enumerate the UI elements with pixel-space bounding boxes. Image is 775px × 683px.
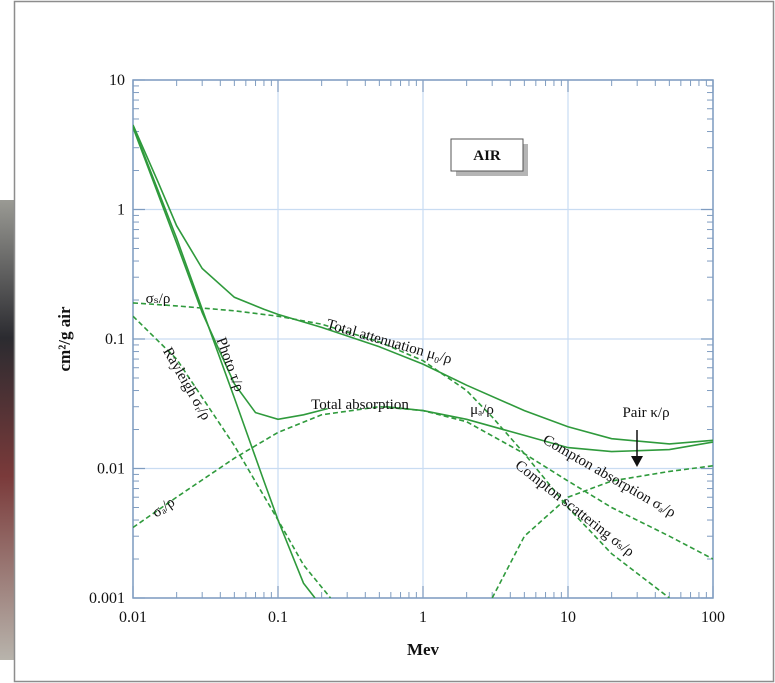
curve	[133, 405, 713, 560]
y-axis-title: cm²/g air	[55, 306, 74, 371]
curve	[133, 315, 332, 598]
y-tick-label: 0.01	[97, 461, 125, 478]
x-tick-label: 0.01	[119, 609, 147, 626]
x-axis-title: Mev	[407, 640, 440, 659]
plot-area: 0.01 0.1 1 10 100 0.001 0.01 0.1 1 10	[89, 72, 725, 626]
curve	[491, 465, 713, 598]
figure-frame	[13, 0, 775, 683]
curve	[133, 125, 316, 598]
curve-label: μₐ/ρ	[470, 402, 494, 418]
air-box: AIR	[450, 138, 528, 176]
curve	[133, 124, 713, 445]
y-tick-label: 0.1	[105, 331, 125, 348]
y-tick-label: 10	[109, 72, 125, 89]
y-tick-label: 0.001	[89, 590, 125, 607]
pair-arrowhead	[631, 456, 643, 467]
air-box-frame	[450, 138, 524, 172]
x-tick-label: 1	[419, 609, 427, 626]
plot-frame	[132, 79, 714, 599]
x-tick-label: 10	[560, 609, 576, 626]
curve-label: Total absorption	[311, 397, 409, 413]
air-label: AIR	[473, 148, 501, 164]
curve-label: σₛ/ρ	[146, 291, 171, 307]
x-tick-label: 100	[701, 609, 725, 626]
y-tick-label: 1	[117, 202, 125, 219]
curve	[133, 302, 670, 598]
background-photo-strip	[0, 200, 14, 660]
x-tick-label: 0.1	[268, 609, 288, 626]
curve-label: Pair κ/ρ	[622, 405, 669, 421]
